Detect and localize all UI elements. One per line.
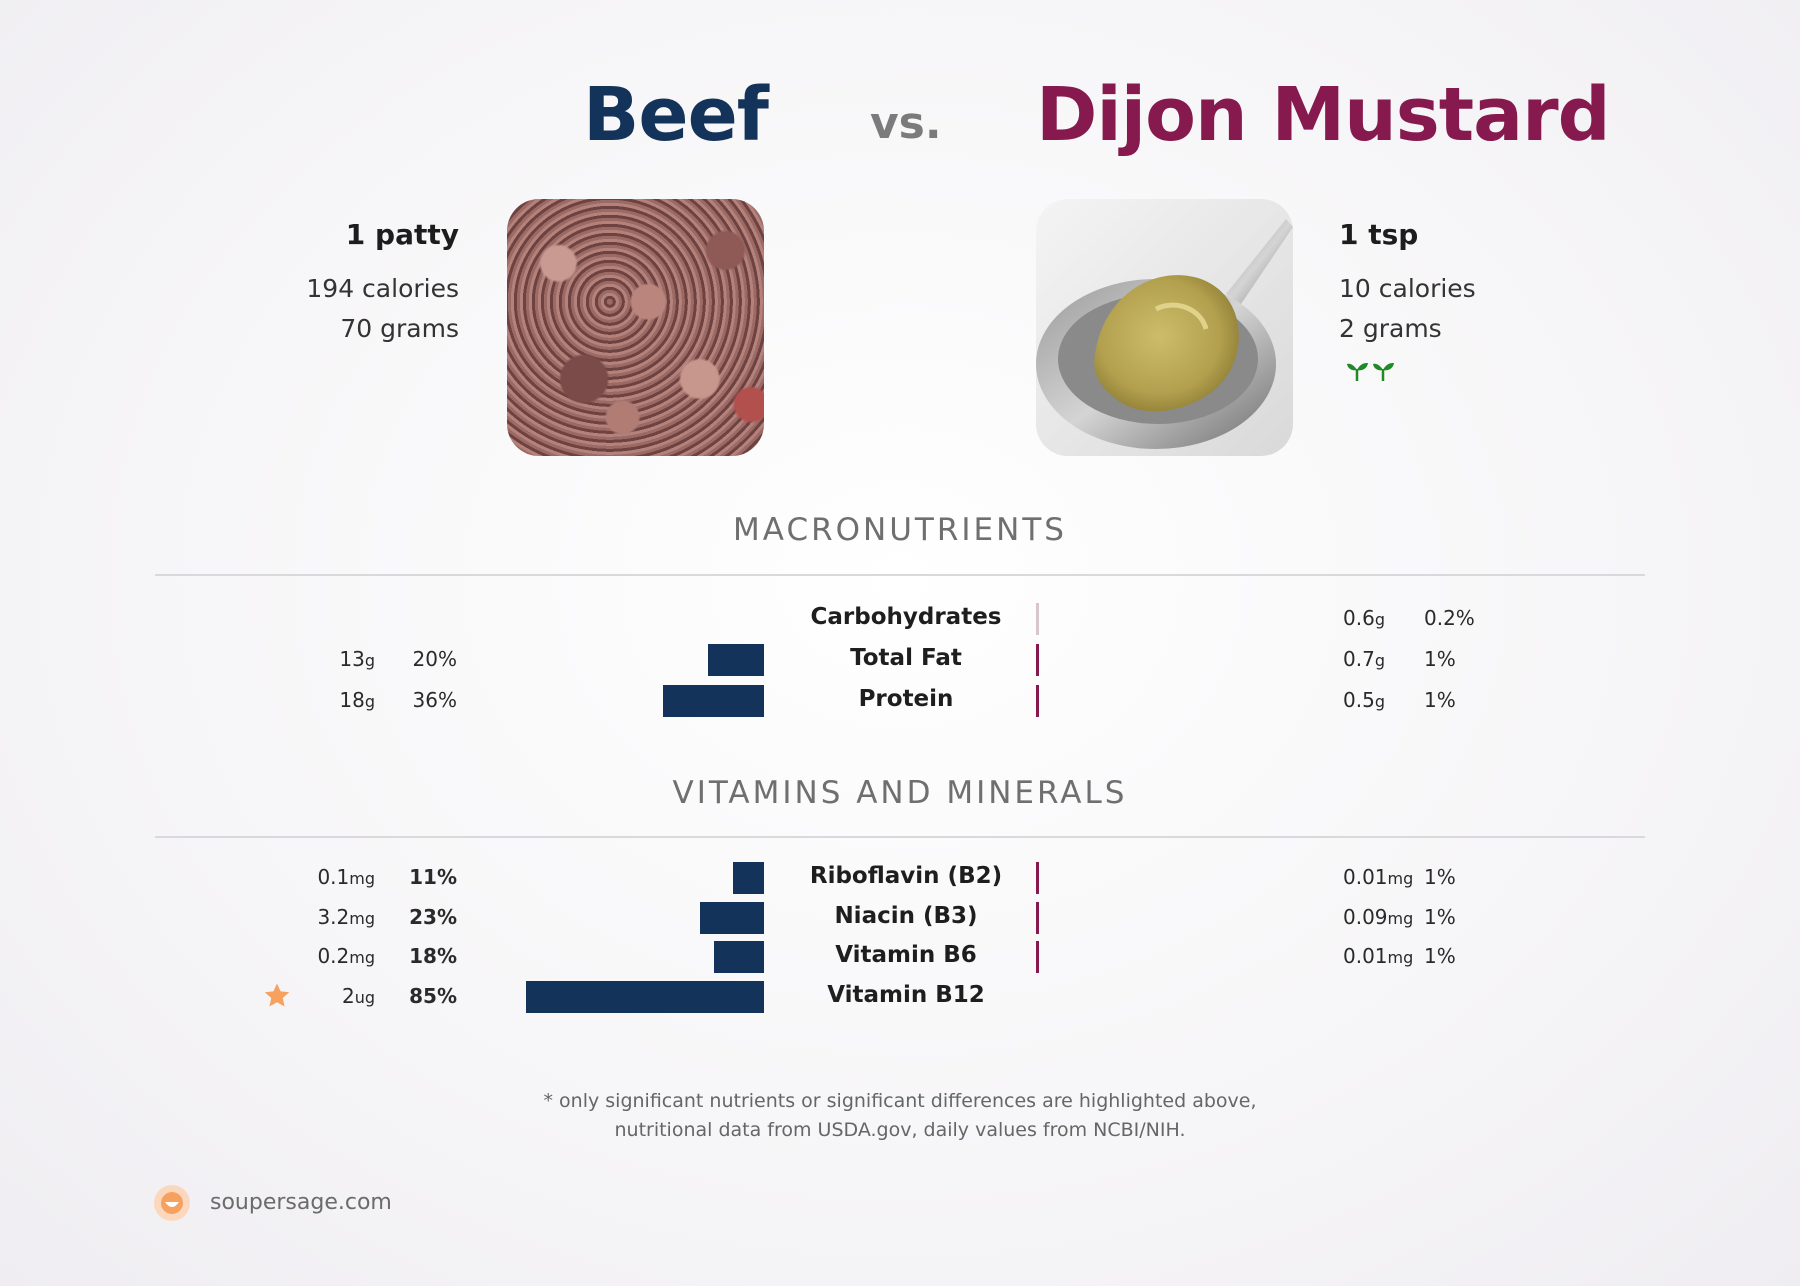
left-amount-unit: g <box>364 651 375 670</box>
left-calories: 194 calories <box>306 274 459 303</box>
vs-label: vs. <box>870 98 942 149</box>
beef-photo <box>507 199 764 456</box>
right-percent: 1% <box>1424 904 1456 929</box>
nutrient-label: Vitamin B6 <box>835 942 977 968</box>
nutrient-label: Carbohydrates <box>810 604 1002 630</box>
right-amount-unit: mg <box>1387 869 1414 888</box>
right-amount: 0.01mg <box>1343 944 1413 968</box>
left-value-bar <box>699 901 764 934</box>
footnote-line-1: * only significant nutrients or signific… <box>543 1090 1257 1112</box>
left-food-title: Beef <box>583 72 769 158</box>
right-percent: 0.2% <box>1424 606 1475 630</box>
left-amount-unit: mg <box>349 908 375 928</box>
left-value-bar <box>526 980 764 1013</box>
brand-link[interactable]: soupersage.com <box>210 1190 392 1215</box>
right-value-bar <box>1036 941 1039 973</box>
right-amount-value: 0.09 <box>1343 904 1388 929</box>
right-percent: 1% <box>1424 865 1456 889</box>
right-food-title: Dijon Mustard <box>1036 72 1611 158</box>
nutrient-label: Riboflavin (B2) <box>809 863 1003 889</box>
right-amount-value: 0.5 <box>1343 688 1375 712</box>
right-value-bar <box>1036 901 1039 934</box>
right-amount-unit: mg <box>1387 948 1414 967</box>
right-percent: 1% <box>1424 944 1456 968</box>
right-amount-value: 0.01 <box>1343 865 1388 889</box>
right-value-bar <box>1036 603 1039 635</box>
left-percent: 85% <box>409 983 457 1008</box>
left-amount-unit: mg <box>349 869 375 888</box>
left-amount-value: 2 <box>341 983 355 1008</box>
right-amount-unit: mg <box>1387 908 1414 928</box>
left-amount: 2ug <box>342 984 375 1008</box>
right-amount-value: 0.7 <box>1343 647 1375 671</box>
left-amount-value: 3.2 <box>317 904 350 929</box>
macronutrients-heading: MACRONUTRIENTS <box>733 512 1067 548</box>
left-percent: 11% <box>409 865 457 889</box>
left-percent: 20% <box>412 647 457 671</box>
left-amount-value: 0.2 <box>317 944 350 968</box>
left-amount-unit: mg <box>349 948 375 967</box>
right-amount: 0.01mg <box>1343 865 1413 889</box>
left-amount-value: 13 <box>339 647 365 671</box>
left-amount: 3.2mg <box>317 905 375 929</box>
right-amount: 0.7g <box>1343 647 1385 671</box>
right-calories: 10 calories <box>1339 274 1476 303</box>
left-value-bar <box>713 941 764 973</box>
right-amount-value: 0.01 <box>1343 944 1388 968</box>
left-percent: 23% <box>409 904 457 929</box>
macros-divider <box>155 574 1645 576</box>
left-percent: 36% <box>412 688 457 712</box>
right-amount-value: 0.6 <box>1343 606 1375 630</box>
right-amount: 0.5g <box>1343 688 1385 712</box>
left-value-bar <box>708 644 764 676</box>
left-serving: 1 patty <box>345 218 459 251</box>
right-amount: 0.6g <box>1343 606 1385 630</box>
right-amount-unit: g <box>1374 692 1385 711</box>
left-value-bar <box>663 685 764 717</box>
vitamins-divider <box>155 836 1645 838</box>
left-grams: 70 grams <box>340 314 459 343</box>
nutrient-label: Niacin (B3) <box>834 902 978 929</box>
nutrient-label: Vitamin B12 <box>827 981 985 1008</box>
right-amount: 0.09mg <box>1343 905 1413 929</box>
right-percent: 1% <box>1424 647 1456 671</box>
right-value-bar <box>1036 862 1039 894</box>
left-amount: 0.2mg <box>317 944 375 968</box>
left-amount: 0.1mg <box>317 865 375 889</box>
left-amount-value: 0.1 <box>317 865 350 889</box>
right-percent: 1% <box>1424 688 1456 712</box>
right-value-bar <box>1036 685 1039 717</box>
right-value-bar <box>1036 644 1039 676</box>
right-serving: 1 tsp <box>1339 218 1419 251</box>
soupersage-logo-icon <box>153 1184 191 1226</box>
mustard-photo <box>1036 199 1293 456</box>
left-amount-unit: ug <box>354 987 375 1007</box>
left-percent: 18% <box>409 944 457 968</box>
star-icon <box>262 981 292 1015</box>
left-value-bar <box>733 862 764 894</box>
footnote-line-2: nutritional data from USDA.gov, daily va… <box>614 1119 1186 1141</box>
vitamins-heading: VITAMINS AND MINERALS <box>672 775 1128 811</box>
left-amount-value: 18 <box>339 688 365 712</box>
left-amount-unit: g <box>364 692 375 711</box>
nutrient-label: Total Fat <box>850 645 962 671</box>
seedling-icon <box>1346 358 1398 386</box>
right-amount-unit: g <box>1374 610 1385 629</box>
left-amount: 13g <box>339 647 375 671</box>
nutrient-label: Protein <box>858 686 954 712</box>
right-amount-unit: g <box>1374 651 1385 670</box>
left-amount: 18g <box>339 688 375 712</box>
right-grams: 2 grams <box>1339 314 1442 343</box>
